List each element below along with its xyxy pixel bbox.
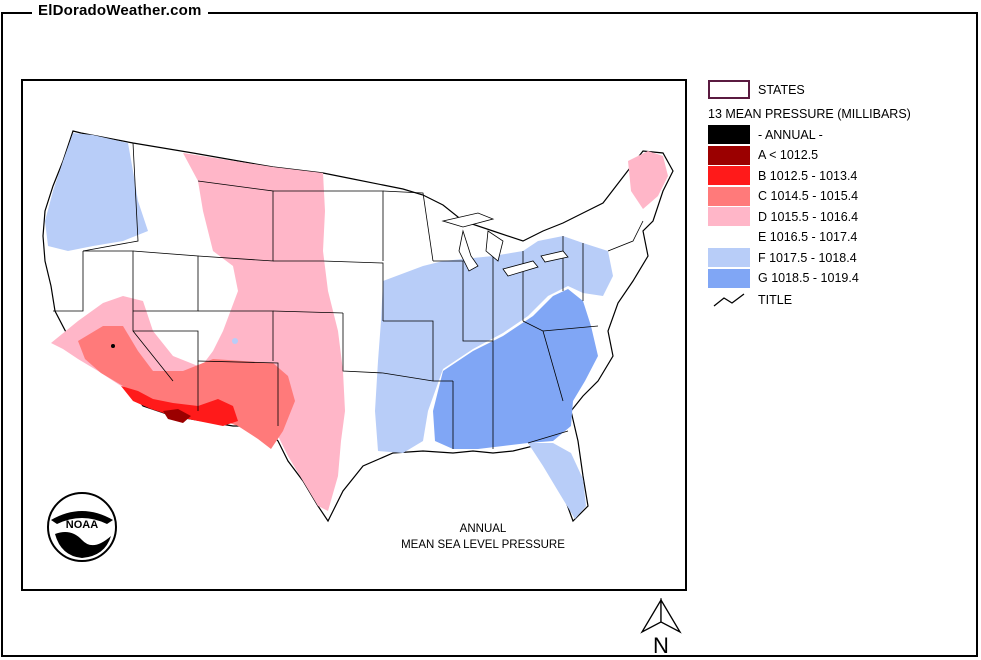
zone-f-florida	[528, 443, 586, 519]
zone-c-southwest	[78, 326, 295, 449]
legend-swatch	[708, 125, 750, 144]
legend-states-label: STATES	[758, 82, 805, 97]
title-line-icon	[713, 293, 745, 307]
noaa-logo-icon: NOAA	[47, 492, 117, 562]
map-svg	[42, 130, 674, 523]
legend-swatch	[708, 248, 750, 267]
legend-item-label: F 1017.5 - 1018.4	[758, 250, 857, 265]
zone-b-arizona	[121, 386, 238, 426]
legend-item-label: C 1014.5 - 1015.4	[758, 189, 859, 203]
legend-swatch	[708, 227, 750, 247]
legend-item-label: G 1018.5 - 1019.4	[758, 271, 859, 285]
great-lakes	[441, 212, 569, 277]
legend-swatch	[708, 145, 750, 165]
legend-item: D 1015.5 - 1016.4	[708, 207, 858, 226]
legend-item: A < 1012.5	[708, 145, 819, 165]
legend-item: E 1016.5 - 1017.4	[708, 227, 858, 247]
outer-frame	[1, 12, 978, 657]
map-caption-line2: MEAN SEA LEVEL PRESSURE	[401, 539, 565, 551]
legend-states-row: STATES	[708, 80, 805, 99]
legend-heading: 13 MEAN PRESSURE (MILLIBARS)	[708, 107, 911, 121]
legend-item-label: B 1012.5 - 1013.4	[758, 168, 858, 183]
legend-item-label: - ANNUAL -	[758, 127, 823, 142]
zone-f-northwest	[45, 133, 148, 251]
legend-swatch	[708, 166, 750, 185]
zone-d-mountains	[173, 153, 345, 511]
north-label: N	[653, 633, 669, 656]
legend-item-label: E 1016.5 - 1017.4	[758, 230, 858, 244]
legend-item-label: A < 1012.5	[758, 148, 819, 162]
legend-item: F 1017.5 - 1018.4	[708, 248, 857, 267]
legend-title-label: TITLE	[758, 292, 793, 307]
north-arrow-icon: N	[640, 598, 682, 656]
legend-item: - ANNUAL -	[708, 125, 823, 144]
map-caption-line1: ANNUAL	[459, 523, 507, 535]
zone-d-maine	[628, 151, 668, 209]
legend-swatch	[708, 207, 750, 226]
site-title: ElDoradoWeather.com	[32, 2, 208, 19]
legend-item: C 1014.5 - 1015.4	[708, 186, 859, 206]
state-boundaries	[53, 142, 644, 449]
zone-g-southeast	[433, 289, 598, 449]
svg-text:NOAA: NOAA	[66, 519, 98, 531]
legend-title-row: TITLE	[708, 290, 792, 309]
states-swatch	[708, 80, 750, 99]
us-pressure-map: ANNUAL MEAN SEA LEVEL PRESSURE	[21, 79, 687, 591]
legend-swatch	[708, 186, 750, 206]
legend-item: B 1012.5 - 1013.4	[708, 166, 857, 185]
legend-item: G 1018.5 - 1019.4	[708, 268, 859, 288]
zone-a-border	[163, 409, 191, 423]
legend-swatch	[708, 268, 750, 288]
legend-item-label: D 1015.5 - 1016.4	[758, 209, 859, 224]
zone-f-east	[375, 236, 613, 453]
